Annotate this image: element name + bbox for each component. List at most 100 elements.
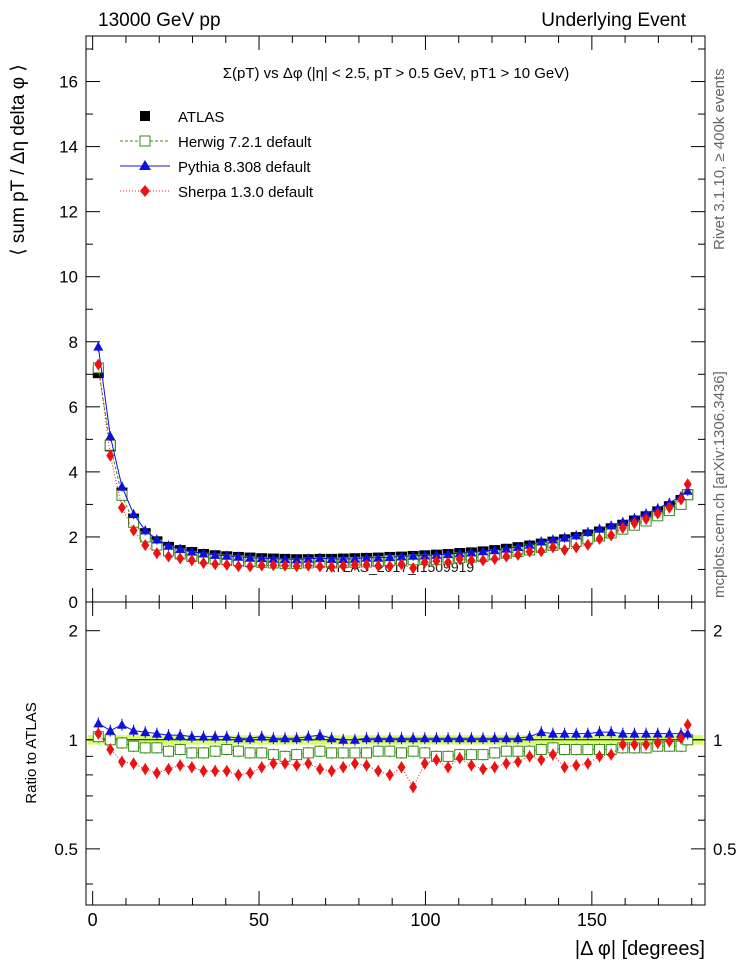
ratio-point	[339, 761, 348, 774]
ratio-point	[197, 747, 209, 759]
ratio-point	[232, 745, 244, 757]
main-ytick-label: 6	[69, 398, 78, 417]
data-point	[594, 523, 605, 533]
ratio-point	[618, 738, 627, 751]
ratio-line	[97, 724, 689, 789]
data-point	[466, 547, 477, 557]
ratio-point	[280, 733, 291, 743]
data-point	[665, 501, 674, 514]
data-point	[304, 559, 313, 572]
ratio-point	[141, 763, 150, 776]
ratio-point	[559, 728, 570, 738]
data-point	[151, 534, 162, 544]
ratio-point	[94, 727, 103, 740]
ratio-point	[116, 737, 128, 749]
ratio-point	[361, 747, 373, 759]
ratio-point	[490, 761, 499, 774]
data-point	[163, 540, 174, 550]
header-right: Underlying Event	[541, 10, 686, 31]
data-point	[572, 541, 581, 554]
ratio-point	[128, 740, 140, 752]
data-point	[548, 541, 557, 554]
data-point	[397, 558, 406, 571]
ratio-point	[234, 768, 243, 781]
ratio-point	[164, 763, 173, 776]
data-point	[501, 543, 512, 553]
ratio-point	[221, 744, 233, 756]
data-point	[128, 509, 139, 519]
data-point	[409, 562, 418, 575]
ratio-point	[151, 742, 163, 754]
ratio-point	[502, 757, 511, 770]
data-point	[536, 536, 547, 546]
data-point	[467, 554, 476, 567]
data-point	[234, 560, 243, 573]
data-point	[117, 501, 126, 514]
ratio-series-2	[94, 718, 692, 794]
ratio-point	[116, 719, 127, 729]
legend-label-atlas: ATLAS	[178, 109, 224, 126]
ratio-point	[682, 728, 693, 738]
legend-item-sherpa: Sherpa 1.3.0 default	[120, 184, 314, 201]
data-point	[432, 555, 441, 568]
data-point	[210, 549, 221, 559]
legend-item-atlas: ATLAS	[140, 109, 224, 126]
ratio-ytick-label-right: 0.5	[713, 840, 737, 859]
data-point	[443, 549, 454, 559]
data-point	[547, 534, 558, 544]
data-point	[454, 548, 465, 558]
legend-marker-atlas	[140, 111, 150, 121]
data-point	[677, 493, 686, 506]
data-point	[606, 520, 617, 530]
data-point	[682, 485, 693, 495]
data-point	[281, 559, 290, 572]
ratio-point	[536, 727, 547, 737]
data-point	[233, 551, 244, 561]
ratio-point	[268, 733, 279, 743]
ratio-point	[163, 745, 175, 757]
ratio-ytick-label-right: 1	[713, 731, 722, 750]
ratio-series-1	[93, 717, 693, 746]
x-tick-label: 100	[410, 910, 440, 930]
data-point	[560, 543, 569, 556]
ratio-point	[256, 731, 267, 741]
ratio-ytick-label: 0.5	[54, 840, 78, 859]
ratio-point	[617, 728, 628, 738]
ratio-point	[582, 744, 594, 756]
legend-marker-pythia	[139, 160, 151, 170]
data-point	[164, 550, 173, 563]
ratio-point	[211, 765, 220, 778]
data-point	[129, 524, 138, 537]
ratio-ylabel: Ratio to ATLAS	[23, 702, 40, 803]
ratio-plot-panel: 0.5 0.5 1 1 2 2 Ratio to ATLAS	[23, 601, 737, 906]
data-point	[455, 553, 464, 566]
ratio-point	[326, 747, 338, 759]
data-point	[326, 554, 337, 564]
data-point	[349, 553, 360, 563]
ratio-ytick-label: 2	[69, 622, 78, 641]
data-point	[198, 548, 209, 558]
ratio-point	[292, 759, 301, 772]
ratio-point	[361, 733, 372, 743]
data-point	[431, 549, 442, 559]
ratio-point	[174, 744, 186, 756]
main-ytick-label: 10	[59, 268, 78, 287]
ratio-point	[105, 725, 116, 735]
legend-item-pythia: Pythia 8.308 default	[120, 159, 311, 176]
data-point	[268, 553, 279, 563]
ratio-point	[326, 733, 337, 743]
ratio-point	[408, 733, 419, 743]
ratio-point	[210, 731, 221, 741]
data-point	[269, 559, 278, 572]
ratio-point	[630, 738, 639, 751]
ratio-point	[362, 759, 371, 772]
data-point	[559, 532, 570, 542]
ratio-point	[373, 733, 384, 743]
ratio-point	[186, 731, 197, 741]
data-point	[582, 527, 593, 537]
data-point	[408, 550, 419, 560]
ratio-point	[385, 768, 394, 781]
ratio-point	[409, 781, 418, 794]
ratio-point	[466, 733, 477, 743]
